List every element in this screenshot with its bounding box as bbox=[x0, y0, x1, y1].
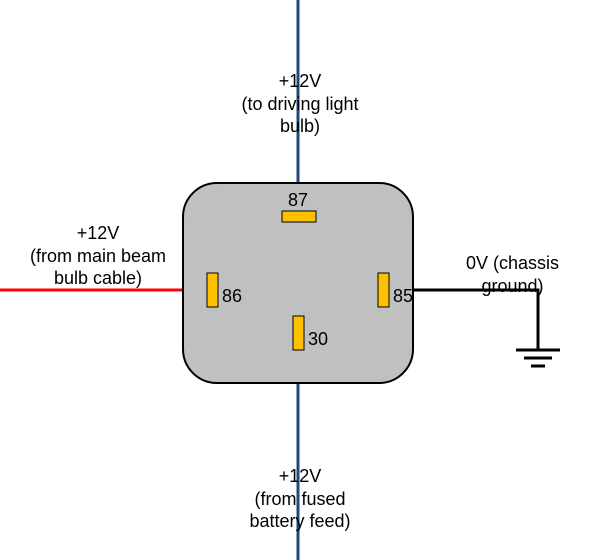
label-86-left: +12V (from main beam bulb cable) bbox=[0, 222, 196, 290]
pin-87-label: 87 bbox=[288, 190, 308, 210]
relay-diagram: 87 86 85 30 +12V (to driving light bulb)… bbox=[0, 0, 610, 560]
pin-85-label: 85 bbox=[393, 286, 413, 306]
pin-30-label: 30 bbox=[308, 329, 328, 349]
pin-86-label: 86 bbox=[222, 286, 242, 306]
ground-icon bbox=[516, 350, 560, 366]
label-87-top: +12V (to driving light bulb) bbox=[200, 70, 400, 138]
pin-86 bbox=[207, 273, 218, 307]
label-85-right: 0V (chassis ground) bbox=[420, 252, 605, 297]
pin-87 bbox=[282, 211, 316, 222]
pin-30 bbox=[293, 316, 304, 350]
pin-85 bbox=[378, 273, 389, 307]
label-30-bottom: +12V (from fused battery feed) bbox=[200, 465, 400, 533]
